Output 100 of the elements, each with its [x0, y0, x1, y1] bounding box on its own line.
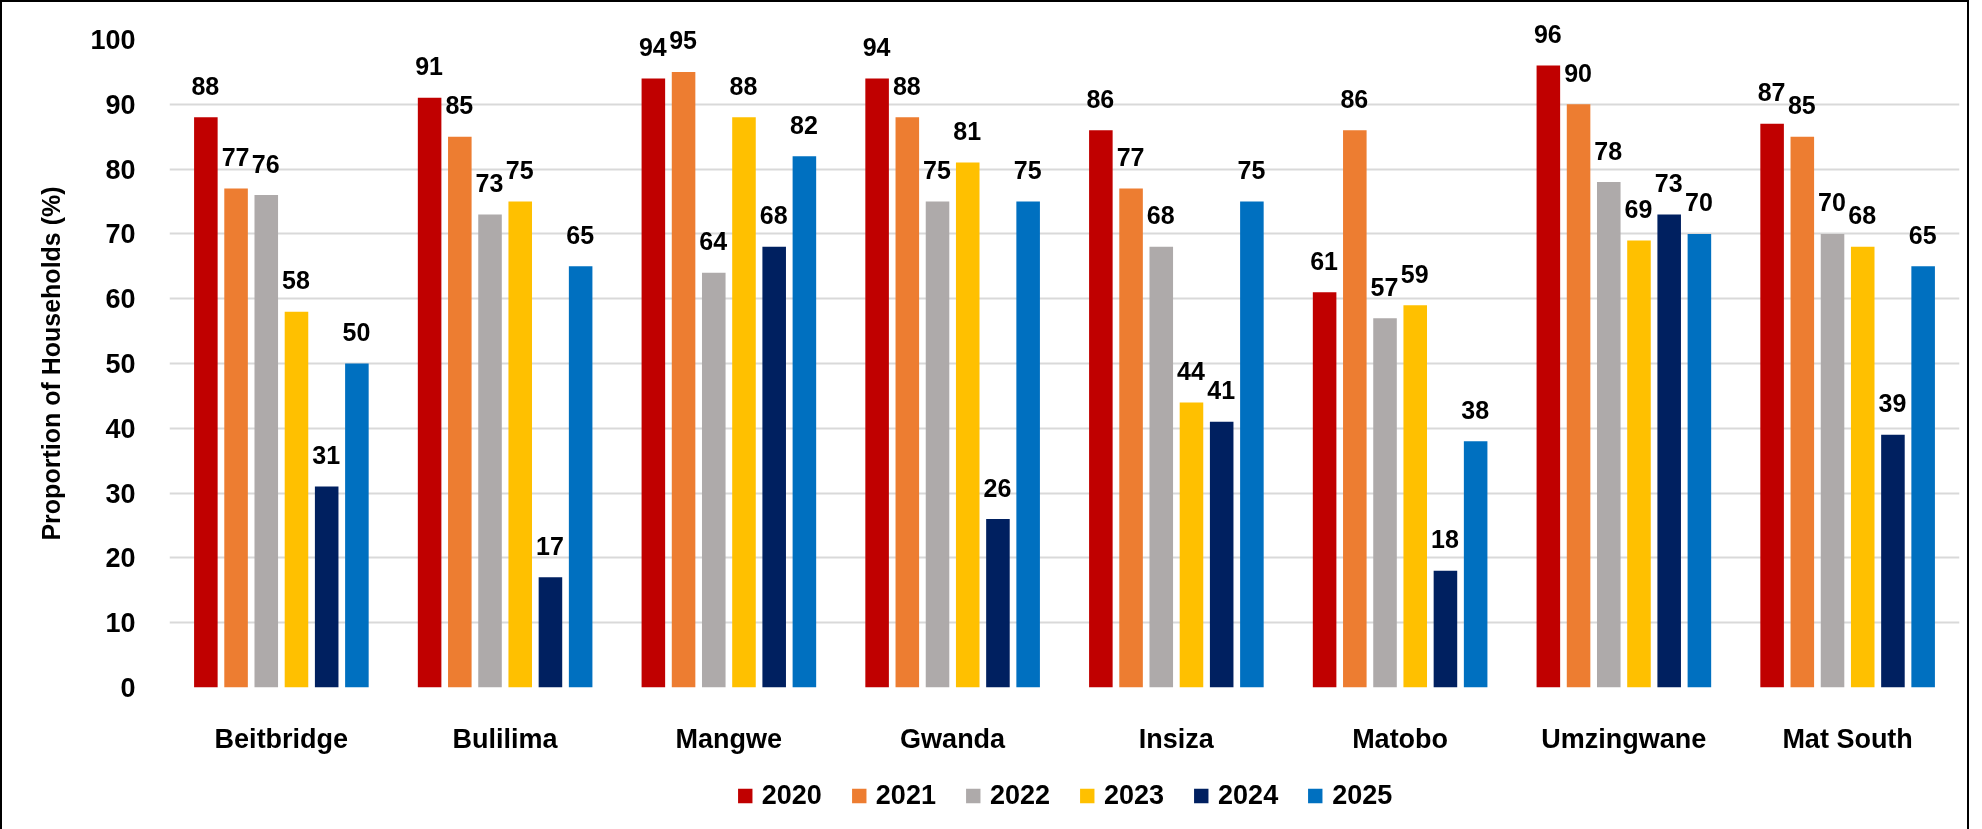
bar	[254, 195, 279, 688]
bar	[345, 363, 369, 688]
data-label: 77	[221, 143, 250, 173]
data-label: 50	[342, 318, 371, 347]
bar	[925, 201, 950, 688]
bar	[1119, 188, 1143, 688]
data-label: 18	[1431, 525, 1459, 555]
bar	[448, 136, 472, 688]
data-label: 68	[1146, 201, 1175, 231]
bar	[1463, 441, 1488, 688]
y-tick-label: 0	[120, 673, 136, 703]
data-label: 88	[191, 71, 220, 101]
bar	[1911, 266, 1935, 688]
data-label: 85	[445, 91, 474, 121]
data-label: 76	[251, 149, 280, 179]
bar	[895, 117, 920, 688]
data-label: 39	[1878, 389, 1907, 419]
data-label: 65	[566, 220, 595, 250]
bar	[641, 78, 666, 688]
data-label: 90	[1564, 58, 1592, 88]
bar	[1179, 402, 1204, 688]
data-label: 70	[1684, 188, 1713, 218]
data-label: 94	[638, 32, 667, 62]
y-tick-label: 90	[105, 89, 136, 120]
bar	[1596, 182, 1621, 688]
bar	[1403, 305, 1428, 688]
bar	[224, 188, 248, 688]
y-tick-label: 10	[105, 608, 136, 639]
bar	[1687, 233, 1712, 688]
bar	[1790, 136, 1815, 688]
bar	[865, 78, 889, 688]
bar	[1433, 570, 1458, 688]
data-label: 31	[312, 441, 341, 471]
y-tick-label: 70	[105, 219, 136, 250]
data-label: 75	[1237, 156, 1266, 185]
bar	[1343, 130, 1367, 688]
x-tick-label: Umzingwane	[1541, 723, 1707, 754]
bar	[1850, 246, 1875, 688]
bar	[1016, 201, 1040, 688]
legend-label: 2021	[875, 779, 936, 811]
x-tick-label: Bulilima	[452, 723, 559, 754]
x-tick-label: Insiza	[1138, 723, 1215, 754]
data-label: 96	[1533, 19, 1562, 49]
bar	[1881, 434, 1905, 688]
bar	[1240, 201, 1264, 688]
data-label: 94	[862, 32, 891, 62]
data-label: 95	[669, 26, 697, 56]
data-label: 26	[983, 473, 1012, 503]
data-label: 78	[1594, 136, 1623, 166]
bar	[986, 519, 1010, 688]
bar	[1209, 421, 1234, 688]
data-label: 85	[1787, 91, 1816, 121]
bar	[538, 577, 563, 688]
bar	[732, 117, 756, 688]
x-tick-label: Mat South	[1782, 723, 1913, 754]
data-label: 61	[1310, 246, 1339, 276]
bar	[1312, 292, 1337, 688]
data-label: 68	[1848, 201, 1877, 231]
y-tick-label: 80	[105, 154, 136, 185]
data-label: 88	[729, 71, 758, 101]
legend-label: 2025	[1332, 779, 1393, 811]
bar	[508, 201, 533, 688]
bar	[284, 311, 309, 688]
data-label: 77	[1116, 143, 1145, 173]
x-tick-label: Mangwe	[675, 723, 783, 754]
data-label: 38	[1461, 395, 1490, 425]
bar	[314, 486, 339, 688]
y-tick-label: 100	[90, 25, 136, 55]
bar	[1760, 123, 1784, 688]
bar	[194, 117, 218, 688]
data-label: 57	[1370, 272, 1399, 302]
legend-label: 2024	[1218, 779, 1279, 811]
data-label: 69	[1624, 194, 1653, 224]
data-label: 81	[953, 117, 982, 147]
data-label: 75	[923, 156, 951, 185]
data-label: 44	[1177, 356, 1205, 386]
data-label: 88	[892, 71, 921, 101]
y-tick-label: 40	[105, 413, 136, 444]
data-label: 87	[1757, 78, 1786, 108]
y-tick-label: 50	[105, 349, 136, 379]
y-tick-label: 30	[105, 478, 136, 509]
bar	[671, 71, 696, 688]
bar	[955, 162, 980, 688]
data-label: 68	[759, 201, 788, 231]
data-label: 65	[1908, 220, 1937, 250]
data-label: 86	[1086, 84, 1115, 114]
bar	[417, 97, 442, 688]
bar	[1149, 246, 1174, 688]
bar	[1089, 130, 1113, 688]
data-label: 75	[1013, 156, 1042, 185]
x-tick-label: Beitbridge	[214, 723, 349, 754]
bar	[1820, 233, 1845, 688]
bar	[762, 246, 786, 688]
data-label: 73	[475, 168, 504, 198]
y-tick-label: 20	[105, 543, 136, 574]
legend-label: 2023	[1104, 779, 1165, 811]
data-label: 75	[505, 156, 534, 185]
y-tick-label: 60	[105, 284, 136, 315]
data-label: 73	[1654, 168, 1683, 198]
legend-label: 2020	[761, 779, 822, 811]
